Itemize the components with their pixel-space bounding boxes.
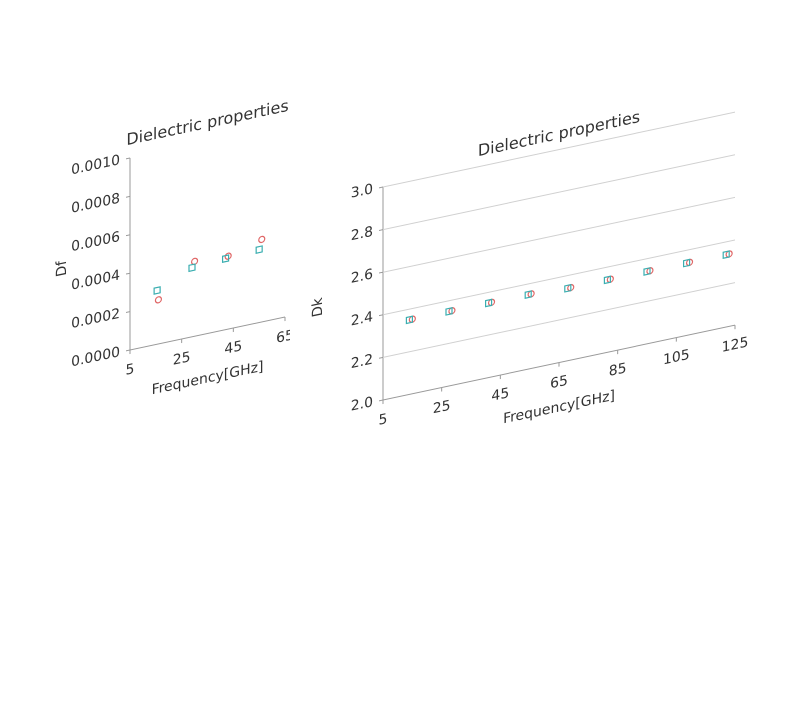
- marker: [405, 315, 413, 325]
- x-tick-label: 125: [722, 334, 749, 355]
- x-tick-label: 85: [609, 360, 627, 380]
- marker: [445, 307, 453, 316]
- marker: [221, 254, 230, 264]
- grid-line: [383, 282, 735, 358]
- chart: Dielectric properties2.02.22.42.62.83.05…: [290, 28, 749, 490]
- y-tick-label: 0.0002: [71, 306, 120, 332]
- grid-line: [383, 111, 735, 188]
- grid-line: [383, 239, 735, 316]
- x-tick-label: 45: [491, 385, 509, 405]
- x-tick-label: 5: [126, 361, 135, 379]
- y-tick: [126, 272, 130, 275]
- chart-title: Dielectric properties: [126, 96, 288, 149]
- y-tick: [379, 186, 383, 189]
- y-tick: [126, 234, 130, 237]
- x-axis: [130, 316, 285, 351]
- marker: [484, 298, 493, 308]
- marker: [603, 275, 611, 285]
- y-tick: [126, 349, 130, 352]
- y-tick: [379, 229, 383, 231]
- x-tick-label: 65: [276, 327, 294, 347]
- x-tick-label: 105: [663, 347, 690, 368]
- y-tick-label: 0.0004: [71, 267, 120, 293]
- marker: [722, 250, 730, 259]
- y-tick: [379, 314, 383, 317]
- y-tick-label: 2.6: [351, 266, 373, 287]
- y-tick: [379, 356, 383, 359]
- y-tick-label: 0.0000: [71, 344, 120, 370]
- y-tick: [379, 271, 383, 274]
- marker: [564, 283, 572, 293]
- marker: [255, 245, 263, 254]
- y-tick-label: 0.0010: [71, 152, 120, 178]
- marker: [188, 263, 196, 273]
- y-tick-label: 0.0006: [71, 229, 120, 255]
- x-tick-label: 45: [224, 338, 242, 358]
- y-tick: [126, 157, 130, 160]
- marker: [153, 286, 161, 295]
- marker: [154, 296, 163, 304]
- x-axis-label: Frequency[GHz]: [152, 359, 264, 399]
- y-tick-label: 2.4: [351, 309, 373, 330]
- y-tick-label: 2.2: [351, 352, 373, 373]
- chart: Dielectric properties 0.0000 0.0002 0.0004 0…: [54, 96, 294, 399]
- x-tick-label: 65: [550, 373, 568, 393]
- marker: [643, 267, 651, 276]
- y-tick: [126, 311, 130, 313]
- x-tick-label: 5: [379, 411, 388, 429]
- x-tick-label: 25: [433, 398, 451, 418]
- y-tick-label: 2.0: [351, 394, 373, 415]
- marker: [524, 290, 532, 299]
- y-tick: [126, 195, 130, 198]
- y-tick-label: 0.0008: [71, 191, 120, 217]
- y-tick-label: 2.8: [351, 224, 373, 245]
- grid-line: [383, 196, 735, 273]
- marker: [683, 258, 691, 268]
- y-tick: [379, 399, 383, 402]
- grid-line: [383, 154, 735, 231]
- x-tick-label: 25: [173, 349, 191, 369]
- y-axis-label: Df: [54, 258, 70, 278]
- chart-background: [290, 28, 720, 490]
- y-tick-label: 3.0: [351, 181, 373, 202]
- marker: [258, 235, 266, 244]
- y-axis-label: Dk: [310, 295, 326, 318]
